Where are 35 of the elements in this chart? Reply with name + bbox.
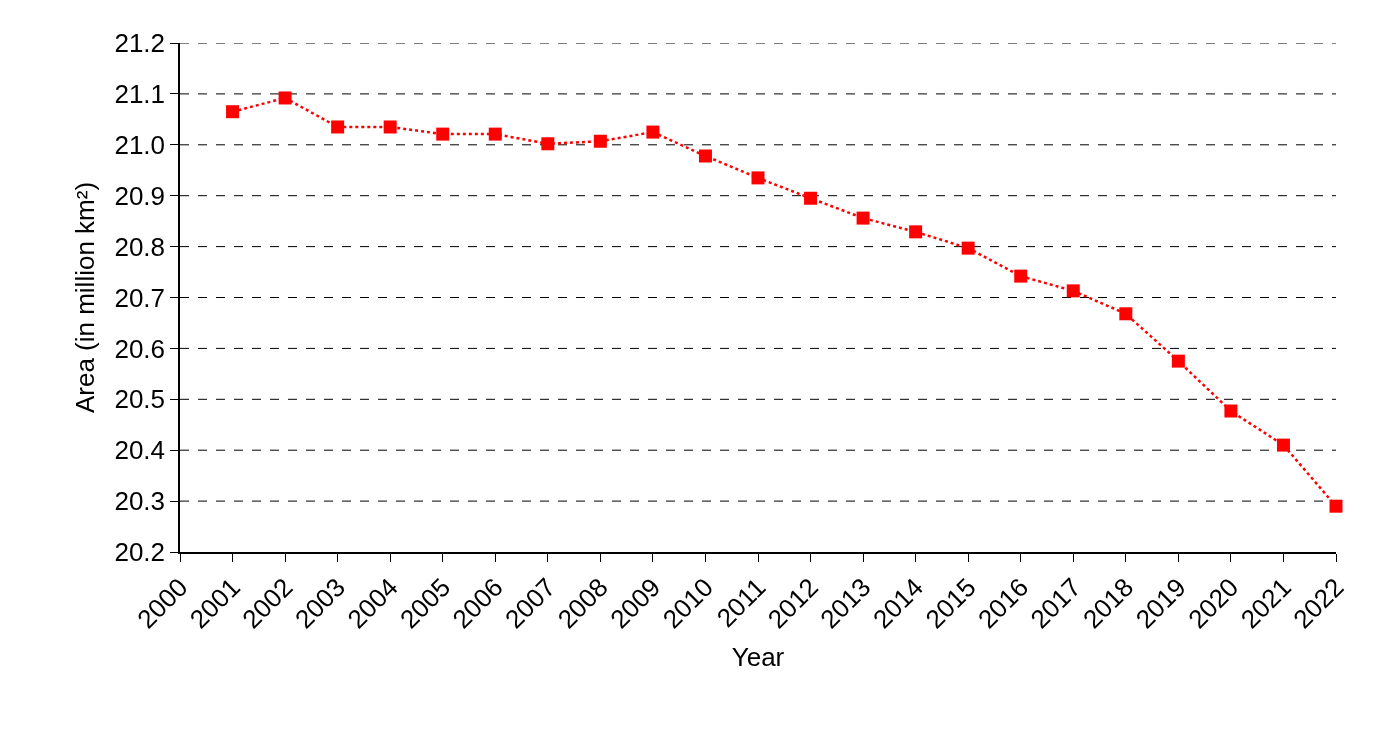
point [698, 149, 712, 163]
point [1224, 404, 1238, 418]
y-tick-label: 20.9 [114, 180, 166, 211]
point [593, 134, 607, 148]
point [331, 120, 345, 134]
y-axis-title: Area (in million km²) [70, 181, 101, 414]
point [1119, 307, 1133, 321]
y-tick-label: 20.7 [114, 282, 166, 313]
y-tick-label: 20.4 [114, 435, 166, 466]
point [226, 105, 240, 119]
y-tick-label: 20.5 [114, 384, 166, 415]
point [1066, 284, 1080, 298]
point [1014, 269, 1028, 283]
point [436, 127, 450, 141]
y-tick-label: 20.6 [114, 333, 166, 364]
point [751, 171, 765, 185]
y-tick-label: 20.2 [114, 537, 166, 568]
point [383, 120, 397, 134]
point [488, 127, 502, 141]
y-tick-label: 20.8 [114, 231, 166, 262]
x-axis-title: Year [731, 642, 785, 673]
y-tick-label: 21.2 [114, 28, 166, 59]
point [856, 211, 870, 225]
point [1329, 499, 1343, 513]
point [278, 91, 292, 105]
point [961, 241, 975, 255]
point [646, 125, 660, 139]
point [804, 191, 818, 205]
point [541, 137, 555, 151]
point [909, 225, 923, 239]
y-tick-label: 20.3 [114, 486, 166, 517]
point [1171, 354, 1185, 368]
y-tick-label: 21.1 [114, 79, 166, 109]
y-tick-label: 21.0 [114, 129, 166, 160]
point [1276, 438, 1290, 452]
